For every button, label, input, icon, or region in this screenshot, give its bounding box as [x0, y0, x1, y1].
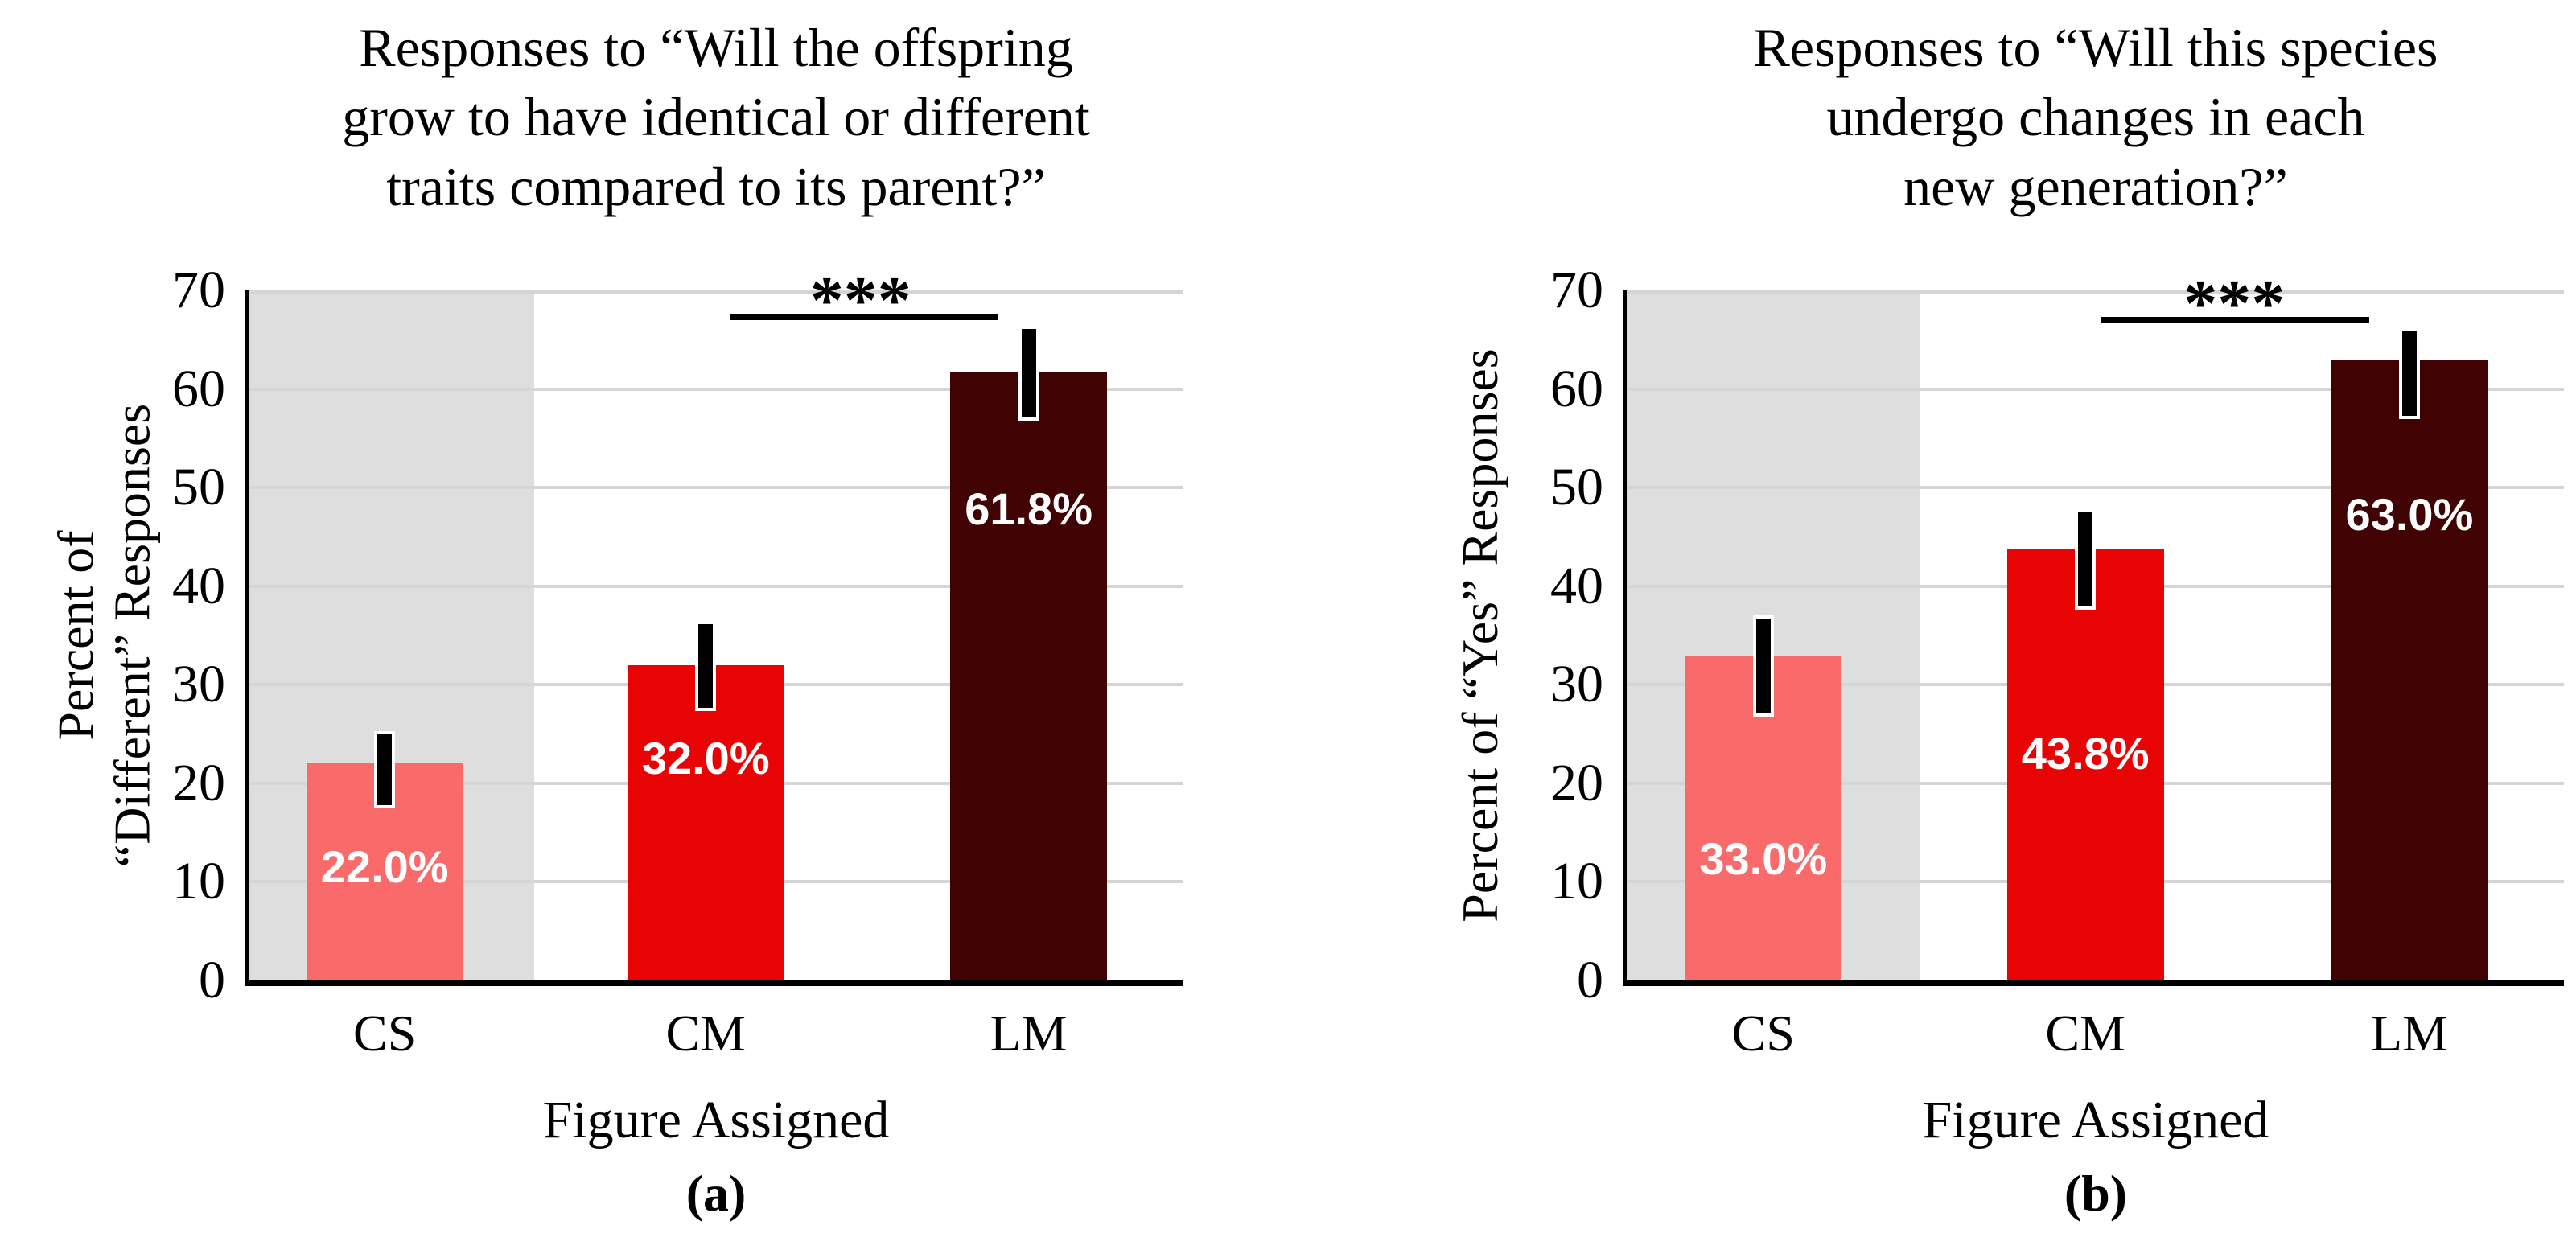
y-tick-label: 50: [1550, 458, 1603, 517]
gridline: [249, 387, 1183, 391]
y-tick-label: 70: [172, 261, 225, 319]
x-tick-label-CS: CS: [1731, 1005, 1795, 1062]
chart-title: Responses to “Will this species undergo …: [1753, 17, 2438, 217]
y-tick-label: 10: [172, 852, 225, 911]
x-axis-label: Figure Assigned: [542, 1091, 890, 1149]
significance-line: [730, 314, 998, 321]
bar-value-label: 32.0%: [641, 733, 770, 784]
error-bar-CM: [695, 620, 717, 711]
error-bar-CS: [374, 730, 396, 809]
y-tick-label: 40: [172, 556, 225, 615]
chart-panel-a: Responses to “Will the offspring grow to…: [47, 17, 1183, 1222]
error-bar-CM: [2075, 508, 2097, 610]
y-tick-label: 50: [172, 458, 225, 517]
gridline: [1627, 290, 2564, 294]
y-tick-label: 0: [1577, 951, 1603, 1009]
gridline: [249, 290, 1183, 294]
significance-stars: ***: [2183, 265, 2286, 341]
x-axis-label: Figure Assigned: [1922, 1091, 2269, 1149]
chart-panel-b: Responses to “Will this species undergo …: [1288, 0, 2576, 1258]
x-tick-label-CM: CM: [665, 1005, 747, 1062]
y-tick-label: 60: [172, 359, 225, 418]
bar-value-label: 22.0%: [320, 841, 449, 893]
y-tick-label: 0: [199, 951, 225, 1009]
bar-value-label: 43.8%: [2021, 728, 2150, 779]
chart-title: Responses to “Will the offspring grow to…: [342, 17, 1090, 217]
x-tick-label-LM: LM: [2370, 1005, 2448, 1062]
y-tick-label: 70: [1550, 261, 1603, 319]
x-tick-label-LM: LM: [990, 1005, 1068, 1062]
bar-LM: [950, 371, 1108, 980]
bar-CM: [627, 664, 784, 980]
plot-area: 22.0% 32.0% 61.8% ***: [245, 267, 1183, 986]
gridline: [249, 486, 1183, 490]
error-bar-CS: [1752, 615, 1774, 717]
bar-value-label: 33.0%: [1699, 833, 1828, 885]
y-tick-label: 20: [172, 753, 225, 812]
y-tick-label: 30: [1550, 655, 1603, 714]
y-tick-label: 30: [172, 655, 225, 714]
y-axis-label: Percent of “Yes” Responses: [1451, 348, 1508, 923]
gridline: [249, 584, 1183, 588]
bar-CM: [2006, 549, 2164, 980]
bar-value-label: 63.0%: [2345, 489, 2474, 541]
y-tick-label: 20: [1550, 753, 1603, 812]
significance-stars: ***: [809, 263, 911, 339]
significance-line: [2100, 316, 2369, 323]
panel-caption: (a): [685, 1165, 747, 1222]
x-tick-label-CM: CM: [2045, 1005, 2125, 1062]
y-tick-label: 40: [1550, 556, 1603, 615]
y-tick-label: 60: [1550, 359, 1603, 418]
bar-value-label: 61.8%: [965, 483, 1093, 535]
error-bar-LM: [1018, 326, 1039, 421]
bar-LM: [2331, 359, 2488, 980]
x-tick-label-CS: CS: [353, 1005, 417, 1062]
error-bar-LM: [2398, 327, 2420, 419]
gridline: [1627, 486, 2564, 490]
y-tick-label: 10: [1550, 852, 1603, 911]
panel-caption: (b): [2064, 1165, 2128, 1222]
gridline: [1627, 387, 2564, 391]
plot-area: 33.0% 43.8% 63.0% ***: [1623, 269, 2564, 986]
